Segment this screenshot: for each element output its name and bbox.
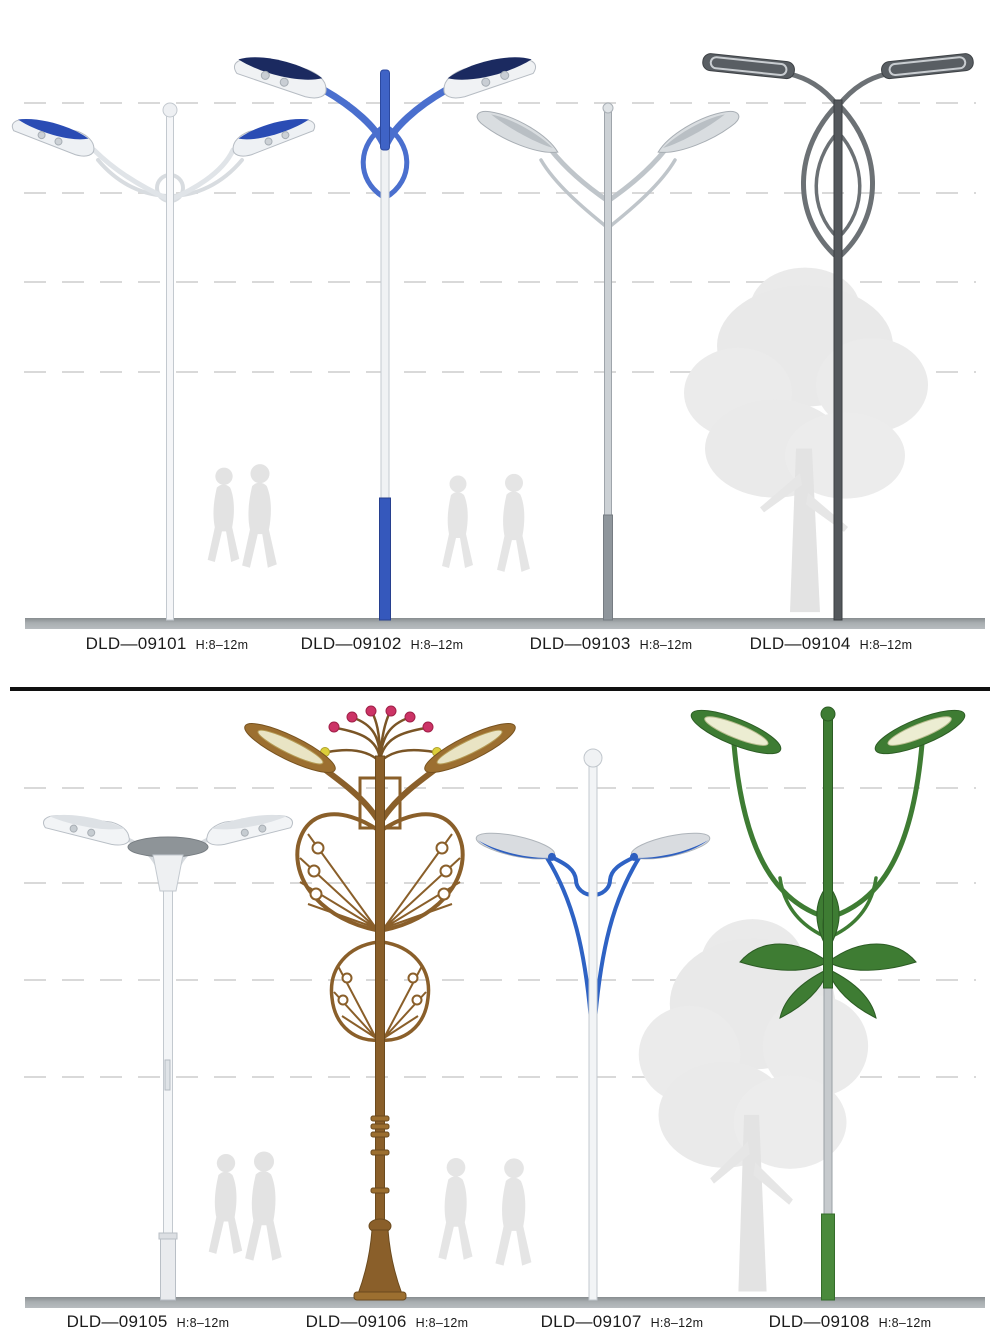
product-height: H:8–12m xyxy=(650,1316,704,1330)
product-height: H:8–12m xyxy=(639,638,693,652)
gridline xyxy=(24,882,976,884)
product-model: DLD—09105 xyxy=(66,1312,168,1331)
product-label: DLD—09106 H:8–12m xyxy=(306,1312,469,1332)
product-label: DLD—09105 H:8–12m xyxy=(67,1312,230,1332)
street-lamp-figure-dld-09101 xyxy=(8,102,319,621)
catalog-row-2: DLD—09105 H:8–12m DLD—09106 H:8–12m DLD—… xyxy=(0,691,1000,1334)
street-lamp-figure-dld-09102 xyxy=(231,49,539,621)
product-model: DLD—09102 xyxy=(300,634,402,653)
ground-bar xyxy=(25,618,985,629)
gridline xyxy=(24,787,976,789)
gridline xyxy=(24,102,976,104)
product-label: DLD—09108 H:8–12m xyxy=(769,1312,932,1332)
ground-bar xyxy=(25,1297,985,1308)
product-model: DLD—09107 xyxy=(540,1312,642,1331)
product-height: H:8–12m xyxy=(410,638,464,652)
street-lamp-figure-dld-09108 xyxy=(686,701,970,1301)
street-lamp-figure-dld-09105 xyxy=(41,809,295,1301)
product-model: DLD—09101 xyxy=(85,634,187,653)
product-label: DLD—09101 H:8–12m xyxy=(86,634,249,654)
product-label: DLD—09107 H:8–12m xyxy=(541,1312,704,1332)
gridline xyxy=(24,281,976,283)
product-model: DLD—09103 xyxy=(529,634,631,653)
catalog-row-1: DLD—09101 H:8–12m DLD—09102 H:8–12m DLD—… xyxy=(8,49,985,654)
product-height: H:8–12m xyxy=(415,1316,469,1330)
product-model: DLD—09108 xyxy=(768,1312,870,1331)
gridline xyxy=(24,371,976,373)
product-height: H:8–12m xyxy=(195,638,249,652)
gridline xyxy=(24,1076,976,1078)
section-divider xyxy=(10,687,990,691)
product-label: DLD—09102 H:8–12m xyxy=(301,634,464,654)
product-height: H:8–12m xyxy=(878,1316,932,1330)
product-model: DLD—09104 xyxy=(749,634,851,653)
street-lamp-figure-dld-09104 xyxy=(700,51,976,621)
street-lamp-figure-dld-09107 xyxy=(473,748,713,1301)
product-height: H:8–12m xyxy=(859,638,913,652)
street-lamp-figure-dld-09103 xyxy=(472,102,744,621)
gridline xyxy=(24,979,976,981)
product-height: H:8–12m xyxy=(176,1316,230,1330)
product-label: DLD—09104 H:8–12m xyxy=(750,634,913,654)
street-lamp-figure-dld-09106 xyxy=(239,705,521,1301)
product-model: DLD—09106 xyxy=(305,1312,407,1331)
gridline xyxy=(24,192,976,194)
product-label: DLD—09103 H:8–12m xyxy=(530,634,693,654)
